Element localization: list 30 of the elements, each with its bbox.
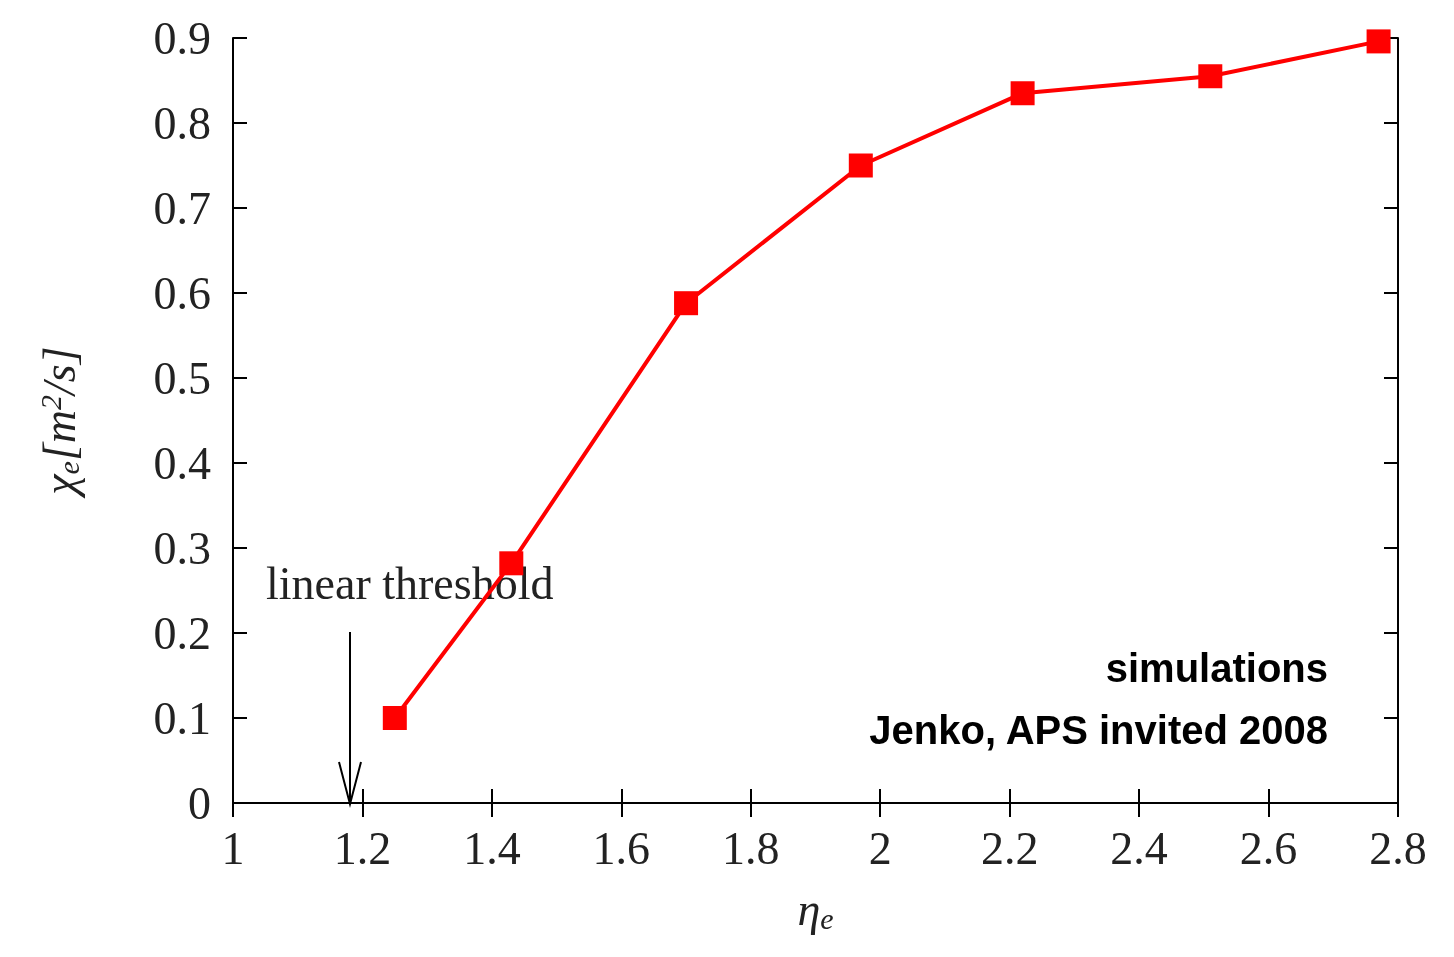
y-tick-label: 0.3 bbox=[153, 522, 211, 574]
point bbox=[1366, 29, 1391, 54]
y-tick-label: 0.9 bbox=[153, 12, 211, 64]
y-tick-label: 0.7 bbox=[153, 182, 211, 234]
x-tick-label: 1.2 bbox=[333, 822, 392, 874]
x-tick-label: 2.2 bbox=[980, 822, 1039, 874]
x-axis-title: ηe bbox=[797, 883, 834, 935]
point bbox=[1010, 81, 1035, 106]
y-tick-label: 0.4 bbox=[153, 437, 211, 489]
x-tick-label: 2 bbox=[868, 822, 892, 874]
annotation: Jenko, APS invited 2008 bbox=[869, 708, 1328, 752]
x-tick-label: 1.6 bbox=[592, 822, 651, 874]
point bbox=[382, 706, 407, 730]
y-tick-label: 0.5 bbox=[153, 352, 211, 404]
y-tick-label: 0.8 bbox=[153, 97, 211, 149]
x-tick-label: 1 bbox=[221, 822, 245, 874]
x-tick-label: 1.8 bbox=[722, 822, 780, 874]
y-axis-title: χe[m2/s] bbox=[33, 346, 85, 499]
y-tick-label: 0 bbox=[188, 777, 211, 829]
point bbox=[848, 153, 873, 178]
x-tick-label: 2.8 bbox=[1369, 822, 1427, 874]
x-tick-label: 1.4 bbox=[463, 822, 521, 874]
y-tick-label: 0.2 bbox=[153, 607, 211, 659]
y-tick-label: 0.1 bbox=[153, 692, 211, 744]
point bbox=[1198, 64, 1223, 89]
point bbox=[674, 291, 699, 316]
x-tick-label: 2.6 bbox=[1239, 822, 1298, 874]
x-tick-label: 2.4 bbox=[1110, 822, 1168, 874]
annotation: simulations bbox=[1105, 646, 1328, 690]
y-tick-label: 0.6 bbox=[153, 267, 211, 319]
